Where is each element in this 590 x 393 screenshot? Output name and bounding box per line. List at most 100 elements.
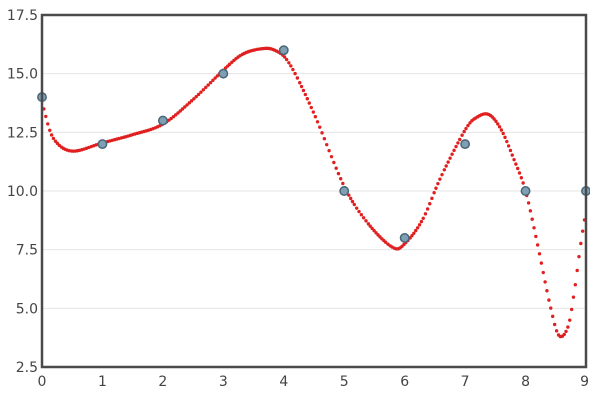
- curve-dot: [505, 140, 508, 143]
- curve-dot: [566, 325, 569, 328]
- curve-dot: [579, 242, 582, 245]
- curve-dot: [440, 173, 443, 176]
- x-tick-label: 7: [461, 374, 470, 390]
- curve-dot: [551, 315, 554, 318]
- curve-dot: [547, 298, 550, 301]
- curve-dot: [332, 161, 335, 164]
- y-tick-label: 10.0: [7, 184, 38, 200]
- y-tick-label: 7.5: [16, 243, 38, 259]
- curve-dot: [318, 125, 321, 128]
- curve-dot: [337, 172, 340, 175]
- curve-dot: [503, 136, 506, 139]
- curve-dot: [498, 125, 501, 128]
- curve-dot: [289, 64, 292, 67]
- curve-dot: [416, 226, 419, 229]
- curve-dot: [302, 89, 305, 92]
- curve-dot: [531, 217, 534, 220]
- curve-dot: [424, 212, 427, 215]
- curve-dot: [357, 210, 360, 213]
- curve-dot: [553, 323, 556, 326]
- curve-dot: [464, 127, 467, 130]
- curve-dot: [514, 162, 517, 165]
- curve-dot: [432, 191, 435, 194]
- curve-dot: [430, 197, 433, 200]
- curve-dot: [353, 203, 356, 206]
- data-point: [461, 140, 469, 148]
- x-tick-label: 6: [400, 374, 409, 390]
- curve-dot: [310, 106, 313, 109]
- curve-dot: [572, 295, 575, 298]
- curve-dot: [362, 216, 365, 219]
- y-tick-label: 5.0: [16, 301, 38, 317]
- curve-dot: [355, 206, 358, 209]
- curve-dot: [581, 229, 584, 232]
- curve-dot: [448, 156, 451, 159]
- curve-dot: [204, 86, 207, 89]
- curve-dot: [438, 177, 441, 180]
- curve-dot: [418, 223, 421, 226]
- curve-dot: [351, 200, 354, 203]
- data-point: [159, 116, 167, 124]
- curve-dot: [293, 72, 296, 75]
- curve-dot: [306, 97, 309, 100]
- curve-dot: [529, 209, 532, 212]
- curve-dot: [360, 213, 363, 216]
- curve-dot: [574, 283, 577, 286]
- curve-dot: [568, 318, 571, 321]
- curve-dot: [312, 110, 315, 113]
- curve-dot: [314, 115, 317, 118]
- curve-dot: [420, 220, 423, 223]
- curve-dot: [576, 269, 579, 272]
- x-tick-label: 8: [521, 374, 530, 390]
- curve-dot: [538, 252, 541, 255]
- curve-dot: [285, 58, 288, 61]
- y-tick-label: 12.5: [7, 125, 38, 141]
- data-point: [340, 187, 348, 195]
- curve-dot: [323, 137, 326, 140]
- curve-dot: [287, 61, 290, 64]
- curve-dot: [349, 197, 352, 200]
- curve-dot: [527, 201, 530, 204]
- curve-dot: [434, 187, 437, 190]
- curve-dot: [298, 81, 301, 84]
- curve-dot: [308, 101, 311, 104]
- curve-dot: [532, 226, 535, 229]
- curve-dot: [555, 329, 558, 332]
- curve-dot: [509, 149, 512, 152]
- curve-dot: [534, 235, 537, 238]
- y-tick-label: 17.5: [7, 8, 38, 24]
- curve-dot: [202, 88, 205, 91]
- curve-dot: [543, 280, 546, 283]
- x-tick-label: 3: [219, 374, 228, 390]
- curve-dot: [445, 164, 448, 167]
- curve-dot: [570, 308, 573, 311]
- curve-dot: [507, 144, 510, 147]
- curve-dot: [540, 261, 543, 264]
- curve-dot: [542, 271, 545, 274]
- curve-dot: [563, 333, 566, 336]
- x-tick-label: 4: [279, 374, 288, 390]
- curve-dot: [428, 202, 431, 205]
- curve-dot: [46, 122, 49, 125]
- curve-dot: [520, 176, 523, 179]
- data-point: [400, 234, 408, 242]
- curve-dot: [422, 217, 425, 220]
- curve-dot: [334, 167, 337, 170]
- curve-dot: [339, 177, 342, 180]
- curve-dot: [50, 133, 53, 136]
- x-tick-label: 0: [38, 374, 47, 390]
- y-tick-label: 2.5: [16, 360, 38, 376]
- curve-dot: [291, 68, 294, 71]
- x-axis-ticks: 0 1 2 3 4 5 6 7 8 9: [38, 374, 589, 390]
- curve-dot: [414, 229, 417, 232]
- curve-dot: [48, 129, 51, 132]
- curve-dot: [364, 219, 367, 222]
- curve-dot: [296, 76, 299, 79]
- curve-dot: [320, 131, 323, 134]
- x-tick-label: 2: [158, 374, 167, 390]
- curve-dot: [341, 182, 344, 185]
- curve-dot: [564, 330, 567, 333]
- x-tick-label: 1: [98, 374, 107, 390]
- curve-dot: [500, 128, 503, 131]
